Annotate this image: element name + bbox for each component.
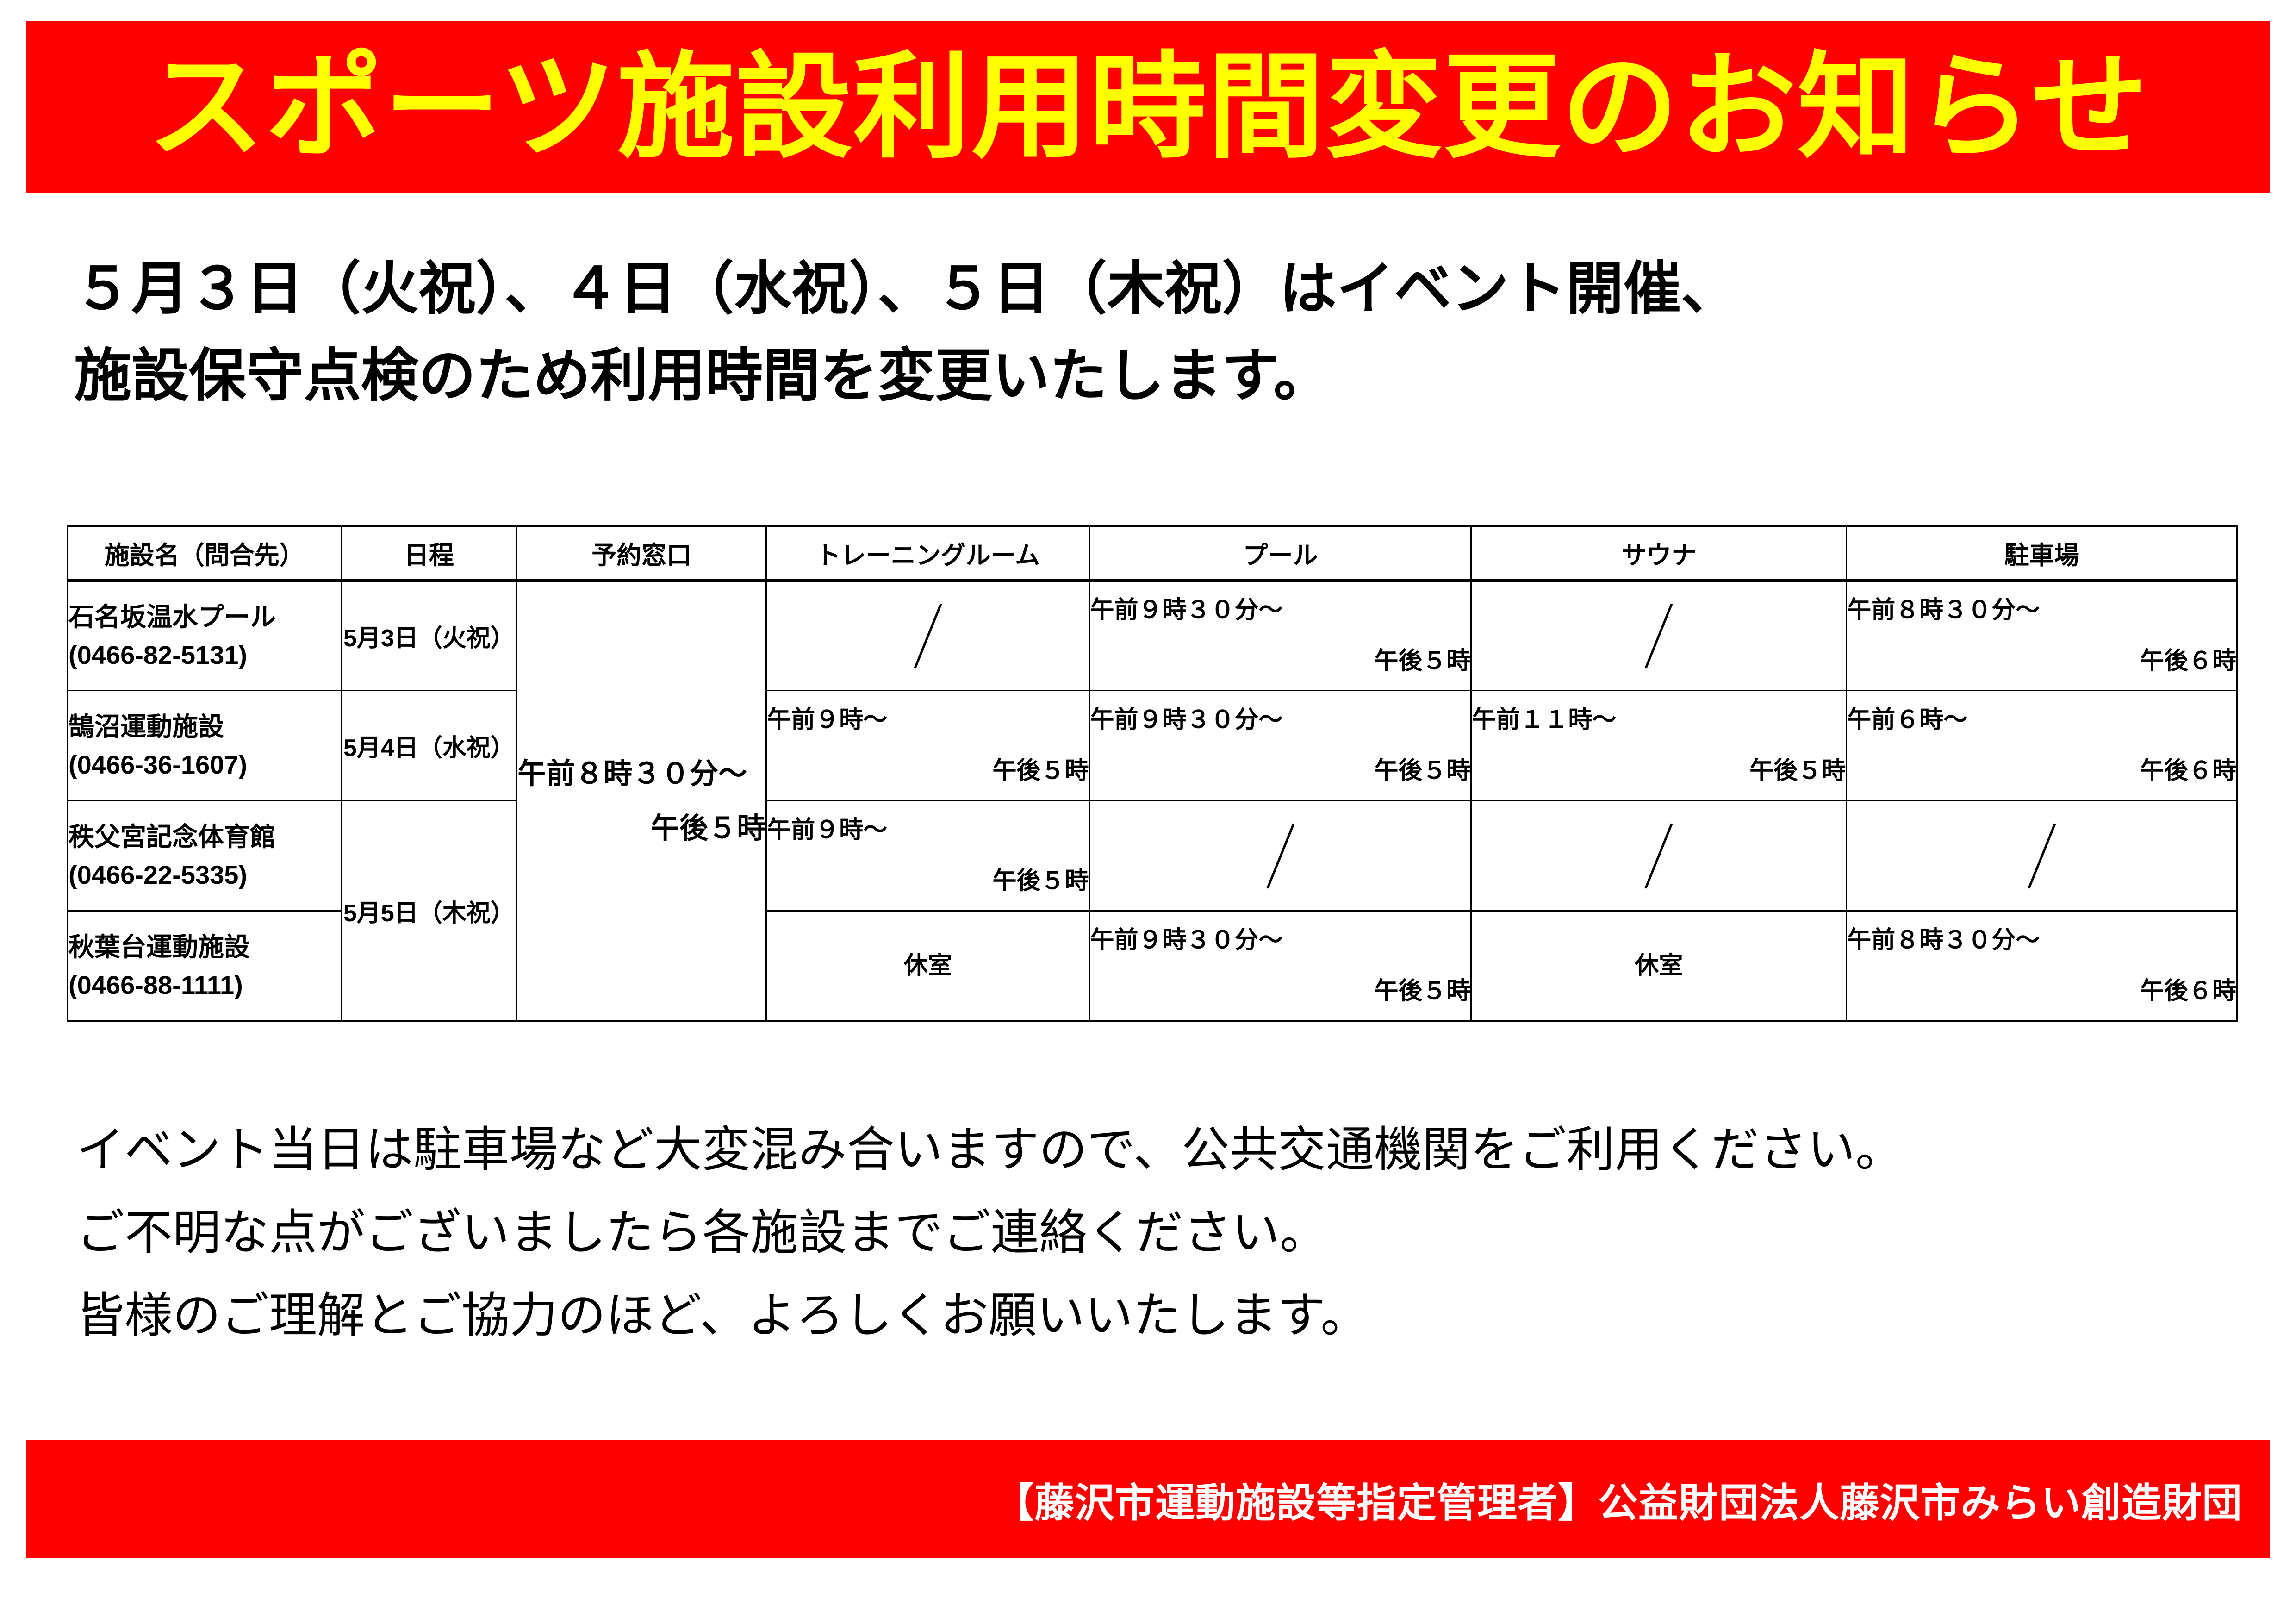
- table-header-row: 施設名（問合先） 日程 予約窓口 トレーニングルーム プール サウナ 駐車場: [67, 525, 2238, 582]
- cell-training-room: [765, 580, 1090, 691]
- facility-name: 秋葉台運動施設: [68, 932, 250, 962]
- note-line-1: イベント当日は駐車場など大変混み合いますので、公共交通機関をご利用ください。: [76, 1123, 1904, 1177]
- cell-pool: 午前９時３０分〜 午後５時: [1089, 690, 1472, 801]
- pool-close: 午後５時: [1374, 977, 1471, 1005]
- notes-section: イベント当日は駐車場など大変混み合いますので、公共交通機関をご利用ください。 ご…: [76, 1109, 2228, 1357]
- cell-training-room: 午前９時〜 午後５時: [765, 800, 1090, 912]
- facility-phone: (0466-22-5335): [68, 860, 248, 889]
- pool-close: 午後５時: [1374, 757, 1471, 784]
- training-close: 午後５時: [992, 867, 1089, 894]
- pool-close: 午後５時: [1374, 647, 1471, 675]
- cell-parking: 午前８時３０分〜 午後６時: [1846, 910, 2238, 1022]
- training-status: 休室: [903, 952, 952, 979]
- facility-name: 石名坂温水プール: [68, 602, 276, 632]
- cell-pool: 午前９時３０分〜 午後５時: [1089, 910, 1472, 1022]
- header-training-room: トレーニングルーム: [765, 525, 1090, 582]
- table-row: 石名坂温水プール (0466-82-5131) 5月3日（火祝） 午前８時３０分…: [67, 580, 2238, 1022]
- note-line-3: 皆様のご理解とご協力のほど、よろしくお願いいたします。: [76, 1288, 1369, 1343]
- parking-open: 午前６時〜: [1847, 706, 1968, 734]
- cell-sauna: 午前１１時〜 午後５時: [1470, 690, 1848, 801]
- page-title: スポーツ施設利用時間変更のお知らせ: [147, 43, 2149, 171]
- cell-date: 5月4日（水祝）: [340, 690, 518, 801]
- pool-open: 午前９時３０分〜: [1090, 706, 1283, 734]
- footer-organization: 【藤沢市運動施設等指定管理者】公益財団法人藤沢市みらい創造財団: [994, 1480, 2242, 1525]
- cell-reservation-window: 午前８時３０分〜 午後５時: [516, 580, 767, 1022]
- parking-open: 午前８時３０分〜: [1847, 927, 2040, 954]
- cell-training-room: 午前９時〜 午後５時: [765, 690, 1090, 801]
- footer-bar: 【藤沢市運動施設等指定管理者】公益財団法人藤沢市みらい創造財団: [26, 1440, 2270, 1558]
- header-facility: 施設名（問合先）: [67, 525, 342, 582]
- parking-close: 午後６時: [2140, 757, 2236, 784]
- lead-line-1: ５月３日（火祝）、４日（水祝）、５日（木祝）はイベント開催、: [74, 257, 1739, 321]
- cell-facility: 秋葉台運動施設 (0466-88-1111): [67, 910, 342, 1022]
- training-open: 午前９時〜: [767, 817, 888, 844]
- lead-line-2: 施設保守点検のため利用時間を変更いたします。: [74, 344, 1331, 408]
- cell-sauna: 休室: [1470, 910, 1848, 1022]
- reservation-open: 午前８時３０分〜: [517, 757, 747, 790]
- table-row: 秩父宮記念体育館 (0466-22-5335) 5月5日（木祝） 午前９時〜 午…: [67, 800, 2238, 1022]
- parking-close: 午後６時: [2140, 647, 2236, 675]
- training-close: 午後５時: [992, 757, 1089, 784]
- schedule-table-container: 施設名（問合先） 日程 予約窓口 トレーニングルーム プール サウナ 駐車場 石…: [67, 525, 2238, 1022]
- header-reservation-window: 予約窓口: [516, 525, 767, 582]
- facility-phone: (0466-36-1607): [68, 750, 248, 779]
- table-row: 鵠沼運動施設 (0466-36-1607) 5月4日（水祝） 午前９時〜 午後５…: [67, 690, 2238, 801]
- header-parking: 駐車場: [1846, 525, 2238, 582]
- sauna-status: 休室: [1635, 952, 1683, 979]
- cell-parking: 午前６時〜 午後６時: [1846, 690, 2238, 801]
- cell-date: 5月3日（火祝）: [340, 580, 518, 691]
- schedule-table: 施設名（問合先） 日程 予約窓口 トレーニングルーム プール サウナ 駐車場 石…: [67, 525, 2238, 1022]
- cell-date: 5月5日（木祝）: [340, 800, 518, 1022]
- title-banner: スポーツ施設利用時間変更のお知らせ: [26, 21, 2270, 193]
- header-date: 日程: [340, 525, 518, 582]
- cell-sauna: [1470, 580, 1848, 691]
- cell-facility: 秩父宮記念体育館 (0466-22-5335): [67, 800, 342, 912]
- table-row: 秋葉台運動施設 (0466-88-1111) 休室 午前９時３０分〜 午後５時 …: [67, 910, 2238, 1022]
- sauna-open: 午前１１時〜: [1472, 706, 1617, 734]
- pool-open: 午前９時３０分〜: [1090, 927, 1283, 954]
- header-sauna: サウナ: [1470, 525, 1848, 582]
- facility-name: 秩父宮記念体育館: [68, 822, 276, 852]
- cell-training-room: 休室: [765, 910, 1090, 1022]
- parking-open: 午前８時３０分〜: [1847, 597, 2040, 624]
- cell-parking: 午前８時３０分〜 午後６時: [1846, 580, 2238, 691]
- lead-paragraph: ５月３日（火祝）、４日（水祝）、５日（木祝）はイベント開催、 施設保守点検のため…: [74, 245, 2226, 420]
- header-pool: プール: [1089, 525, 1472, 582]
- cell-sauna: [1470, 800, 1848, 912]
- cell-pool: 午前９時３０分〜 午後５時: [1089, 580, 1472, 691]
- pool-open: 午前９時３０分〜: [1090, 597, 1283, 624]
- cell-facility: 鵠沼運動施設 (0466-36-1607): [67, 690, 342, 801]
- reservation-close: 午後５時: [651, 812, 766, 844]
- facility-phone: (0466-88-1111): [68, 970, 243, 999]
- facility-name: 鵠沼運動施設: [68, 712, 224, 742]
- note-line-2: ご不明な点がございましたら各施設までご連絡ください。: [76, 1206, 1328, 1260]
- parking-close: 午後６時: [2140, 977, 2236, 1005]
- facility-phone: (0466-82-5131): [68, 640, 248, 669]
- cell-facility: 石名坂温水プール (0466-82-5131): [67, 580, 342, 691]
- sauna-close: 午後５時: [1749, 757, 1846, 784]
- cell-parking: [1846, 800, 2238, 912]
- cell-pool: [1089, 800, 1472, 912]
- training-open: 午前９時〜: [767, 706, 888, 734]
